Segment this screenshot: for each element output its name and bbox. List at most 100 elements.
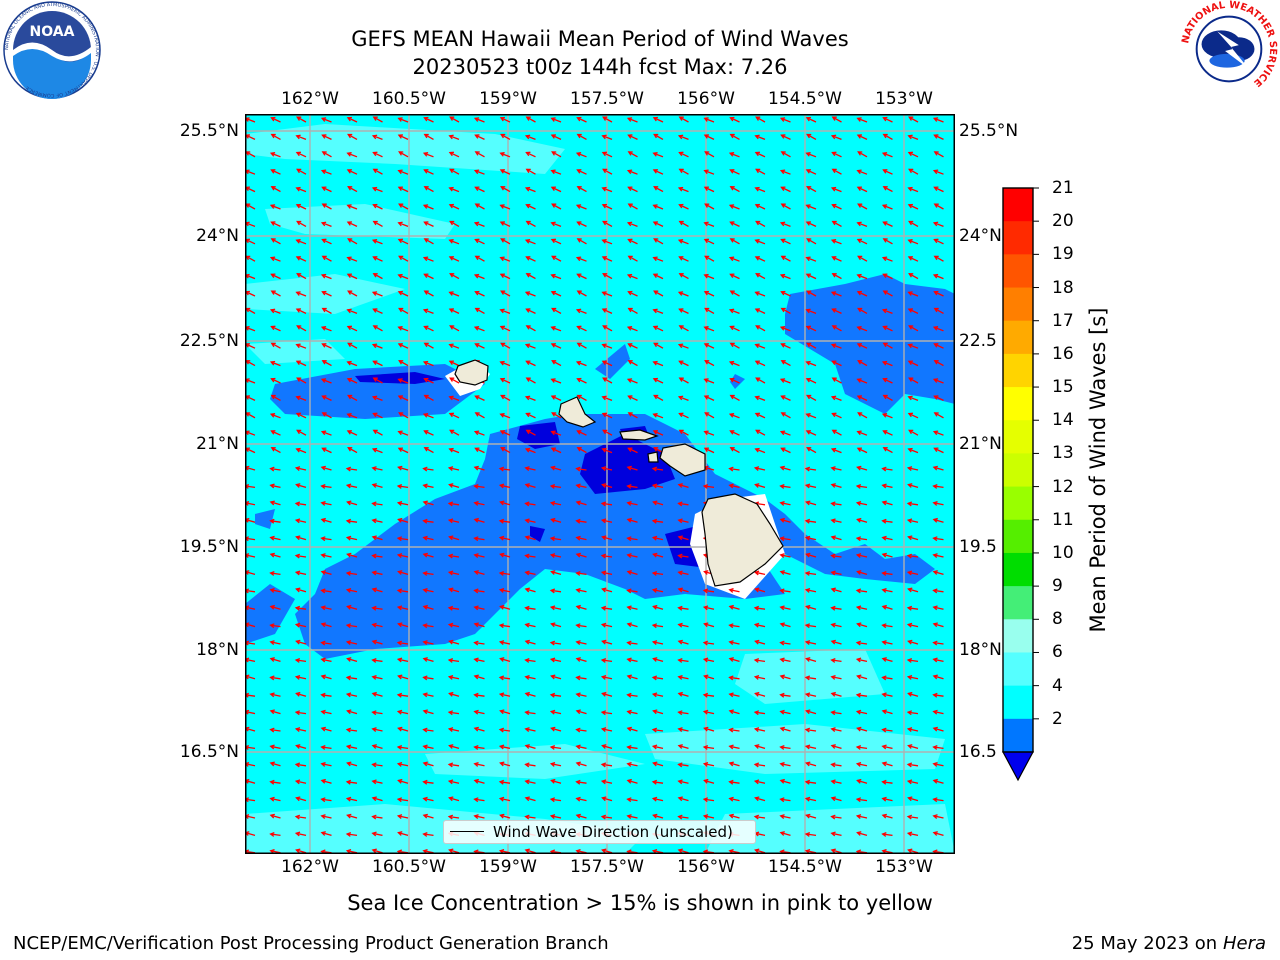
wind-wave-arrowhead: [499, 116, 505, 122]
wind-wave-arrow: [755, 448, 766, 454]
wind-wave-arrow: [423, 501, 434, 506]
wind-wave-arrowhead: [524, 553, 530, 559]
wind-wave-arrowhead: [448, 535, 454, 541]
wind-wave-arrow: [551, 274, 562, 280]
wind-wave-arrowhead: [269, 256, 276, 262]
colorbar-tick-label: 16: [1052, 343, 1074, 364]
wind-wave-arrowhead: [448, 151, 454, 157]
wind-wave-arrowhead: [779, 378, 786, 383]
wind-wave-arrowhead: [677, 848, 683, 854]
wind-wave-arrow: [755, 692, 766, 697]
wind-wave-arrowhead: [627, 134, 633, 139]
wind-wave-arrowhead: [498, 675, 505, 681]
wind-wave-arrowhead: [473, 430, 480, 436]
wind-wave-arrowhead: [575, 483, 581, 489]
wind-wave-arrowhead: [881, 570, 887, 576]
wind-wave-arrow: [321, 623, 332, 628]
wind-wave-arrowhead: [729, 430, 735, 435]
wind-wave-arrowhead: [806, 290, 812, 295]
wind-wave-arrowhead: [906, 762, 913, 768]
wind-wave-arrow: [474, 779, 485, 784]
wind-wave-arrow: [882, 814, 893, 819]
wind-wave-arrow: [373, 256, 383, 262]
hawaiian-islands: [454, 359, 784, 587]
wind-wave-arrowhead: [473, 709, 479, 715]
wind-wave-arrow: [270, 676, 281, 680]
wind-wave-arrowhead: [397, 430, 403, 436]
wind-wave-arrowhead: [881, 640, 887, 646]
wind-wave-arrowhead: [728, 413, 735, 418]
wind-wave-arrowhead: [371, 343, 378, 349]
wind-wave-arrowhead: [320, 273, 327, 279]
wind-wave-arrowhead: [677, 657, 683, 663]
wind-wave-arrowhead: [779, 797, 785, 803]
colorbar-tick-label: 9: [1052, 576, 1063, 597]
wind-wave-arrowhead: [575, 709, 581, 715]
wind-wave-arrowhead: [779, 640, 785, 646]
wind-wave-arrow: [347, 814, 358, 819]
wind-wave-arrow: [857, 360, 868, 367]
wind-wave-arrowhead: [524, 239, 531, 244]
wind-wave-arrowhead: [269, 466, 275, 472]
wind-wave-arrow: [500, 676, 511, 680]
wind-wave-arrowhead: [881, 692, 887, 698]
wind-wave-arrowhead: [653, 186, 659, 191]
wind-wave-arrow: [602, 135, 613, 141]
wind-wave-arrow: [372, 448, 383, 454]
wind-wave-arrowhead: [627, 186, 633, 191]
wind-wave-arrow: [551, 571, 562, 576]
wind-wave-arrow: [347, 572, 358, 576]
wind-wave-arrowhead: [651, 587, 658, 593]
wind-wave-arrow: [245, 779, 256, 784]
wind-wave-arrowhead: [422, 535, 428, 541]
wind-wave-arrow: [908, 396, 919, 402]
wind-wave-arrow: [653, 589, 664, 593]
wind-wave-arrow: [321, 779, 332, 784]
wind-wave-arrow: [908, 692, 919, 697]
wind-wave-arrow: [729, 484, 740, 489]
wind-wave-arrow: [398, 466, 409, 471]
wind-wave-arrowhead: [371, 674, 377, 680]
wind-wave-arrow: [678, 607, 689, 610]
wind-wave-arrowhead: [448, 587, 454, 593]
wind-wave-arrowhead: [856, 378, 862, 383]
wind-wave-arrowhead: [907, 639, 913, 645]
wind-wave-arrowhead: [345, 848, 352, 854]
wind-wave-arrowhead: [805, 552, 811, 558]
wind-wave-arrowhead: [549, 761, 556, 767]
wind-wave-arrowhead: [474, 203, 480, 208]
wind-wave-arrow: [347, 257, 358, 262]
wind-wave-arrow: [475, 203, 485, 210]
wind-wave-arrow: [423, 553, 434, 558]
wind-wave-arrowhead: [551, 412, 557, 417]
wind-wave-arrow: [500, 658, 511, 663]
wind-wave-arrowhead: [498, 727, 505, 733]
wind-wave-arrowhead: [549, 500, 556, 506]
colorbar-bands: [1003, 187, 1039, 753]
wind-wave-arrow: [806, 325, 817, 332]
legend-line-swatch: [450, 831, 484, 832]
wind-wave-arrow: [602, 692, 613, 697]
wind-wave-arrowhead: [728, 761, 734, 767]
wind-wave-arrowhead: [855, 709, 862, 715]
wind-wave-arrow: [704, 307, 715, 314]
wind-wave-arrowhead: [295, 587, 301, 593]
footer-date: 25 May 2023 on Hera: [1072, 933, 1266, 954]
wind-wave-arrowhead: [346, 657, 352, 662]
wind-wave-arrow: [806, 342, 817, 349]
wind-wave-arrow: [474, 326, 485, 332]
wind-wave-arrowhead: [933, 343, 939, 348]
wind-wave-arrow: [270, 850, 281, 854]
wind-wave-arrow: [475, 307, 485, 314]
wind-wave-arrowhead: [371, 744, 377, 749]
wind-wave-arrowhead: [932, 726, 938, 732]
wind-wave-arrowhead: [600, 674, 607, 680]
wind-wave-arrow: [832, 256, 842, 262]
wind-wave-arrowhead: [703, 726, 709, 732]
island-maui: [659, 443, 706, 477]
wind-wave-arrowhead: [422, 360, 429, 366]
wind-wave-arrow: [551, 589, 562, 593]
wind-wave-arrowhead: [933, 186, 939, 191]
wind-wave-arrow: [270, 536, 281, 541]
wind-wave-arrowhead: [270, 430, 276, 435]
